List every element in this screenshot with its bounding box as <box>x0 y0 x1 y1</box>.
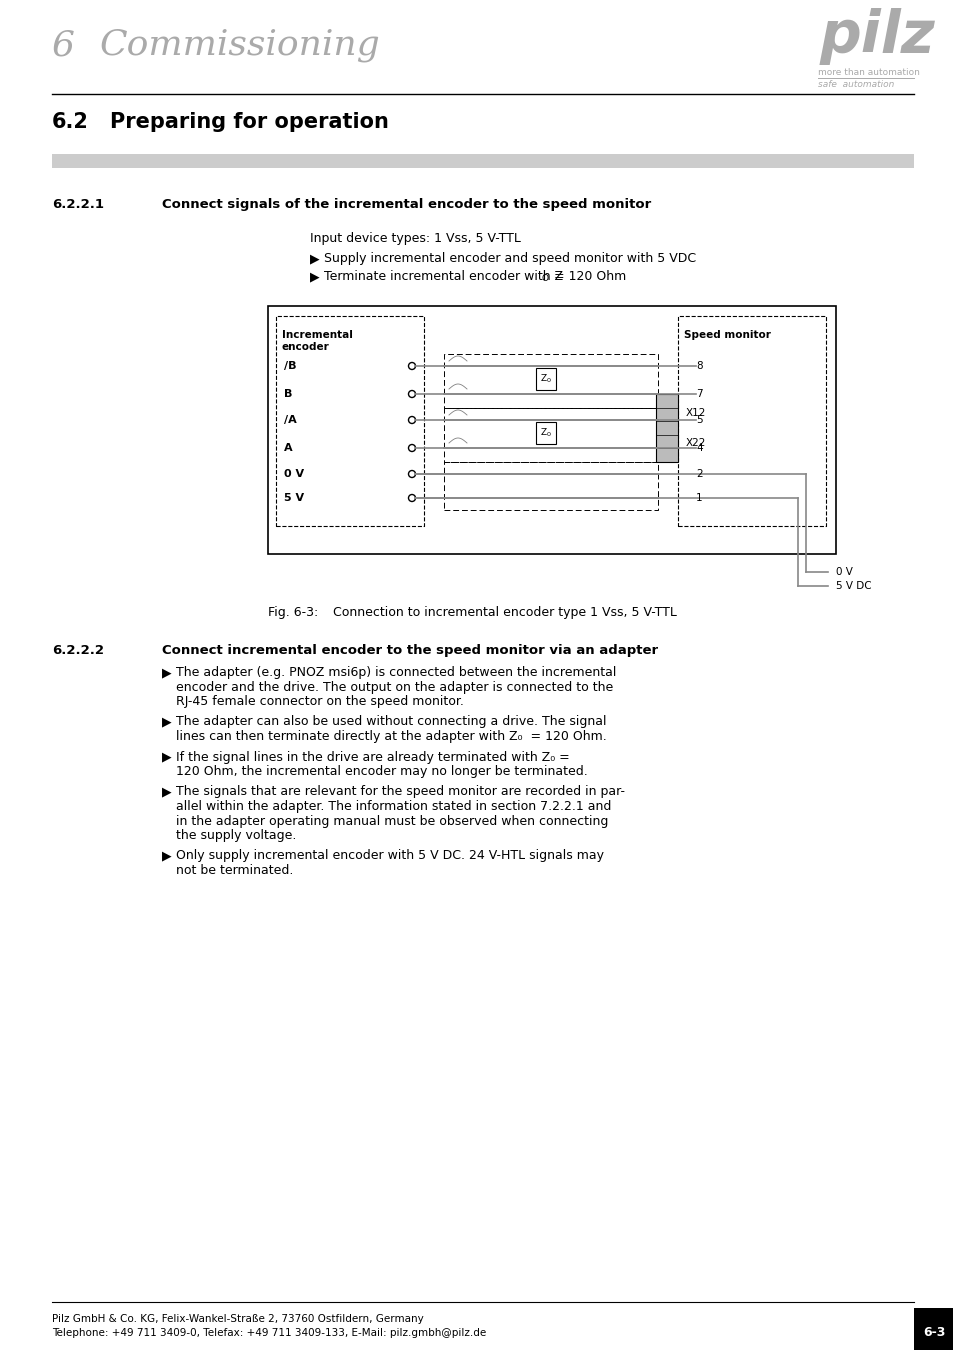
Text: Terminate incremental encoder with Z: Terminate incremental encoder with Z <box>324 270 562 284</box>
Text: = 120 Ohm: = 120 Ohm <box>550 270 625 284</box>
Text: 6-3: 6-3 <box>922 1326 944 1338</box>
Text: lines can then terminate directly at the adapter with Z₀  = 120 Ohm.: lines can then terminate directly at the… <box>175 730 606 742</box>
Text: RJ-45 female connector on the speed monitor.: RJ-45 female connector on the speed moni… <box>175 695 463 707</box>
Bar <box>913 1308 953 1350</box>
Text: A: A <box>284 443 293 454</box>
Text: X22: X22 <box>685 437 705 448</box>
Text: The signals that are relevant for the speed monitor are recorded in par-: The signals that are relevant for the sp… <box>175 786 624 798</box>
Text: Fig. 6-3:: Fig. 6-3: <box>268 606 318 620</box>
Text: Z$_0$: Z$_0$ <box>539 427 552 439</box>
Text: 5 V DC: 5 V DC <box>835 580 871 591</box>
Text: /B: /B <box>284 360 296 371</box>
Bar <box>678 316 825 526</box>
Text: Connect incremental encoder to the speed monitor via an adapter: Connect incremental encoder to the speed… <box>162 644 658 657</box>
Text: in the adapter operating manual must be observed when connecting: in the adapter operating manual must be … <box>175 814 608 828</box>
Text: allel within the adapter. The information stated in section 7.2.2.1 and: allel within the adapter. The informatio… <box>175 801 611 813</box>
Text: ▶: ▶ <box>310 252 319 265</box>
Bar <box>443 408 658 462</box>
Text: 6.2.2.1: 6.2.2.1 <box>52 198 104 211</box>
Text: 0 V: 0 V <box>284 468 304 479</box>
Bar <box>536 423 556 444</box>
Text: 0 V: 0 V <box>835 567 852 576</box>
Text: the supply voltage.: the supply voltage. <box>175 829 296 842</box>
Text: 120 Ohm, the incremental encoder may no longer be terminated.: 120 Ohm, the incremental encoder may no … <box>175 765 587 778</box>
Text: encoder and the drive. The output on the adapter is connected to the: encoder and the drive. The output on the… <box>175 680 613 694</box>
Text: B: B <box>284 389 292 400</box>
Text: X12: X12 <box>685 408 705 418</box>
Text: ▶: ▶ <box>162 751 172 764</box>
Text: Z$_0$: Z$_0$ <box>539 373 552 385</box>
Text: Commissioning: Commissioning <box>100 28 380 62</box>
Text: not be terminated.: not be terminated. <box>175 864 294 878</box>
Text: The adapter can also be used without connecting a drive. The signal: The adapter can also be used without con… <box>175 716 606 729</box>
Text: Speed monitor: Speed monitor <box>683 329 770 340</box>
Text: 1: 1 <box>696 493 702 504</box>
Bar <box>275 316 423 526</box>
Text: Preparing for operation: Preparing for operation <box>110 112 389 132</box>
Text: Pilz GmbH & Co. KG, Felix-Wankel-Straße 2, 73760 Ostfildern, Germany: Pilz GmbH & Co. KG, Felix-Wankel-Straße … <box>52 1314 423 1324</box>
Bar <box>656 394 678 462</box>
Text: ▶: ▶ <box>162 786 172 798</box>
Text: ▶: ▶ <box>162 849 172 863</box>
Text: 5 V: 5 V <box>284 493 304 504</box>
Bar <box>52 154 913 167</box>
Text: 4: 4 <box>696 443 702 454</box>
Text: 6.2: 6.2 <box>52 112 89 132</box>
Text: safe  automation: safe automation <box>817 80 893 89</box>
Text: ▶: ▶ <box>310 270 319 284</box>
Text: Only supply incremental encoder with 5 V DC. 24 V-HTL signals may: Only supply incremental encoder with 5 V… <box>175 849 603 863</box>
Text: 5: 5 <box>696 414 702 425</box>
Bar <box>536 369 556 390</box>
Text: Supply incremental encoder and speed monitor with 5 VDC: Supply incremental encoder and speed mon… <box>324 252 696 265</box>
Text: Connection to incremental encoder type 1 Vss, 5 V-TTL: Connection to incremental encoder type 1… <box>333 606 677 620</box>
Bar <box>443 462 658 510</box>
Bar <box>268 306 835 554</box>
Text: ▶: ▶ <box>162 666 172 679</box>
Text: 2: 2 <box>696 468 702 479</box>
Text: /A: /A <box>284 414 296 425</box>
Text: Connect signals of the incremental encoder to the speed monitor: Connect signals of the incremental encod… <box>162 198 651 211</box>
Text: O: O <box>541 274 548 284</box>
Text: Telephone: +49 711 3409-0, Telefax: +49 711 3409-133, E-Mail: pilz.gmbh@pilz.de: Telephone: +49 711 3409-0, Telefax: +49 … <box>52 1328 486 1338</box>
Bar <box>443 354 658 408</box>
Text: 7: 7 <box>696 389 702 400</box>
Text: 6: 6 <box>52 28 75 62</box>
Text: The adapter (e.g. PNOZ msi6p) is connected between the incremental: The adapter (e.g. PNOZ msi6p) is connect… <box>175 666 616 679</box>
Text: Incremental: Incremental <box>282 329 353 340</box>
Text: If the signal lines in the drive are already terminated with Z₀ =: If the signal lines in the drive are alr… <box>175 751 569 764</box>
Text: encoder: encoder <box>282 342 330 352</box>
Text: 8: 8 <box>696 360 702 371</box>
Text: ▶: ▶ <box>162 716 172 729</box>
Text: Input device types: 1 Vss, 5 V-TTL: Input device types: 1 Vss, 5 V-TTL <box>310 232 520 244</box>
Text: more than automation: more than automation <box>817 68 919 77</box>
Text: pilz: pilz <box>820 8 935 65</box>
Text: 6.2.2.2: 6.2.2.2 <box>52 644 104 657</box>
